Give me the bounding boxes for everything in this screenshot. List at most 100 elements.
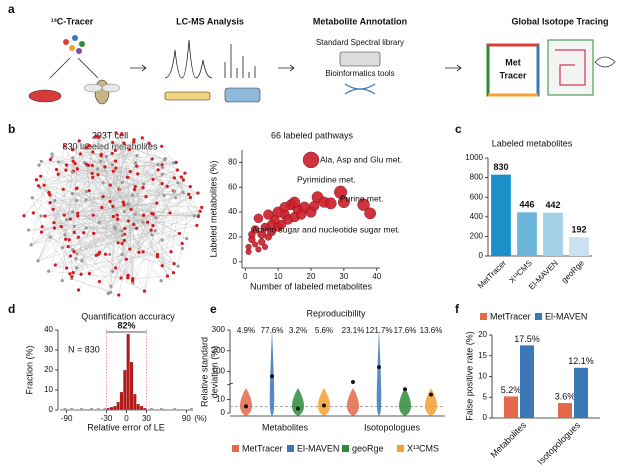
network-node bbox=[48, 235, 52, 239]
histogram-bar bbox=[182, 408, 187, 411]
bar bbox=[574, 367, 588, 418]
network-node bbox=[135, 226, 139, 230]
y-tick-label: 0 bbox=[483, 413, 488, 422]
network-edge bbox=[99, 214, 199, 282]
network-node bbox=[200, 205, 204, 209]
network-node bbox=[37, 163, 41, 167]
network-edge bbox=[50, 237, 109, 294]
y-axis-label: Fraction (%) bbox=[24, 345, 34, 394]
network-node bbox=[75, 186, 79, 190]
step-label: ¹³C-Tracer bbox=[51, 16, 94, 26]
x-tick-label: 40 bbox=[372, 272, 381, 281]
bar bbox=[543, 212, 563, 256]
network-edge bbox=[81, 260, 111, 293]
network-edge bbox=[43, 185, 100, 253]
network-node bbox=[120, 233, 124, 238]
network-label: 830 labeled metabolites bbox=[62, 141, 158, 151]
network-node bbox=[68, 217, 72, 221]
network-edge bbox=[52, 154, 74, 162]
histogram-bar bbox=[63, 407, 67, 411]
dna bbox=[344, 83, 376, 95]
network-edge bbox=[70, 218, 144, 223]
chart-title: Quantification accuracy bbox=[81, 311, 175, 321]
network-label: 293T cell bbox=[92, 130, 128, 140]
network-node bbox=[196, 191, 200, 195]
value-label: 77.6% bbox=[261, 326, 284, 335]
network-node bbox=[177, 231, 182, 236]
network-node bbox=[181, 190, 185, 194]
icon bbox=[63, 39, 69, 45]
network-edge bbox=[95, 136, 163, 184]
step-label: Metabolite Annotation bbox=[313, 16, 407, 26]
network-node bbox=[101, 181, 105, 185]
histogram-bar bbox=[99, 408, 104, 411]
x-tick-label: 20 bbox=[307, 272, 316, 281]
network-node bbox=[120, 180, 125, 184]
point bbox=[260, 222, 270, 232]
network-node bbox=[129, 207, 133, 212]
icon bbox=[76, 48, 82, 54]
network-edge bbox=[54, 187, 78, 201]
x-axis-label: Relative error of LE bbox=[87, 422, 165, 432]
histogram-bar bbox=[169, 408, 174, 411]
network-node bbox=[130, 193, 135, 197]
value-label: 17.6% bbox=[394, 326, 417, 335]
network-edge bbox=[97, 136, 174, 164]
network-edge bbox=[56, 169, 114, 217]
median bbox=[351, 380, 355, 384]
network-edge bbox=[110, 224, 134, 293]
network-edge bbox=[136, 166, 201, 212]
network-node bbox=[113, 159, 118, 163]
network-edge bbox=[48, 192, 78, 254]
network-node bbox=[91, 175, 95, 179]
y-tick-label: 1000 bbox=[465, 153, 483, 162]
network-node bbox=[174, 160, 178, 164]
histogram-bar bbox=[96, 407, 100, 411]
network-node bbox=[176, 264, 180, 268]
annotation: N = 830 bbox=[68, 344, 100, 354]
network-edge bbox=[121, 243, 127, 260]
network-edge bbox=[40, 187, 153, 226]
network-edge bbox=[55, 264, 70, 274]
network-edge bbox=[61, 226, 116, 229]
network-node bbox=[74, 198, 79, 203]
network-edge bbox=[121, 254, 179, 267]
network-node bbox=[60, 278, 64, 283]
point bbox=[267, 227, 276, 237]
y-tick-label: 10 bbox=[478, 372, 487, 381]
tool-label: Bioinformatics tools bbox=[325, 69, 394, 78]
x-tick-label: Isotopologues bbox=[364, 422, 421, 432]
network-node bbox=[68, 254, 72, 258]
network-node bbox=[84, 143, 89, 147]
network-edge bbox=[36, 179, 115, 228]
arrow bbox=[130, 64, 462, 72]
histogram-bar bbox=[116, 401, 120, 411]
network-node bbox=[78, 152, 83, 156]
network-node bbox=[120, 229, 124, 233]
network-node bbox=[143, 145, 147, 149]
annotation: Ala, Asp and Glu met. bbox=[320, 154, 402, 164]
network-node bbox=[100, 205, 104, 210]
legend-label: MetTracer bbox=[242, 443, 283, 453]
network-node bbox=[122, 238, 126, 243]
network-node bbox=[42, 183, 46, 187]
network-edge bbox=[41, 187, 144, 233]
network-edge bbox=[63, 189, 144, 223]
network-edge bbox=[124, 211, 144, 216]
network-node bbox=[86, 163, 91, 167]
eye bbox=[594, 56, 616, 68]
legend-swatch bbox=[342, 445, 349, 452]
network-edge bbox=[48, 271, 122, 279]
network-edge bbox=[110, 227, 115, 293]
point bbox=[245, 248, 252, 255]
network-node bbox=[30, 196, 34, 200]
network-edge bbox=[48, 252, 100, 272]
violin bbox=[376, 329, 382, 416]
icon bbox=[69, 45, 75, 51]
network-edge bbox=[123, 142, 185, 174]
network-node bbox=[160, 264, 164, 268]
network-node bbox=[87, 272, 92, 276]
network-node bbox=[39, 174, 43, 178]
network-edge bbox=[136, 155, 140, 253]
